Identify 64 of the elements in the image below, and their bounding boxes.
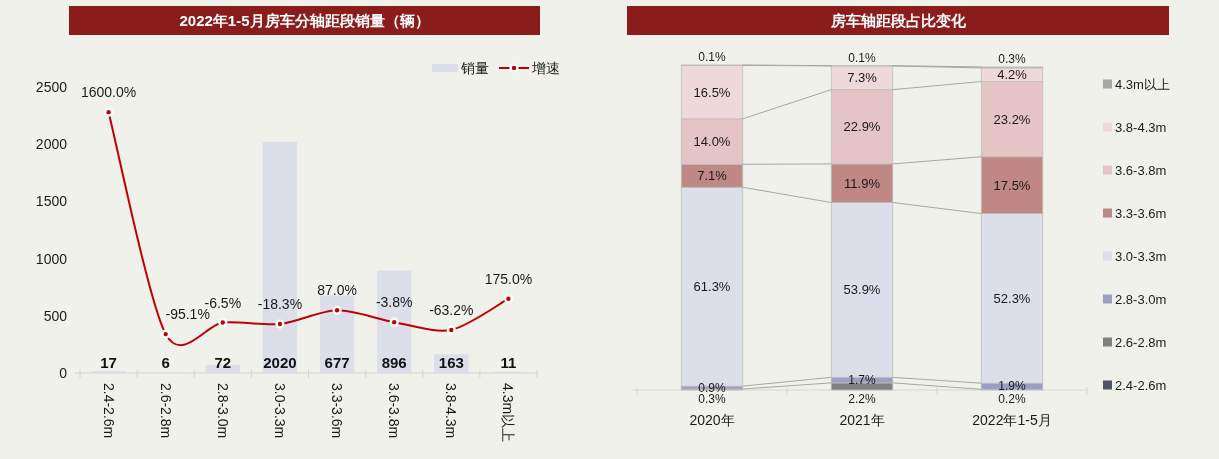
data-label: 11 <box>500 353 517 371</box>
data-label: 896 <box>381 353 407 371</box>
data-label: 0.9% <box>698 380 726 395</box>
legend-label: 3.6-3.8m <box>1115 162 1167 178</box>
legend-label: 4.3m以上 <box>1115 76 1170 92</box>
data-label: 0.3% <box>998 51 1026 66</box>
y-tick-label: 1500 <box>35 193 68 210</box>
data-label: 2020 <box>263 353 297 371</box>
y-tick-label: 2500 <box>35 79 68 95</box>
data-label: 4.2% <box>997 67 1028 83</box>
data-label: -95.1% <box>165 306 210 323</box>
y-tick-label: 500 <box>43 307 68 324</box>
data-label: -18.3% <box>257 296 303 313</box>
x-tick-label: 2.8-3.0m <box>214 383 231 439</box>
data-label: 23.2% <box>993 111 1031 127</box>
x-tick-label: 3.3-3.6m <box>329 383 346 439</box>
data-label: 16.5% <box>693 84 731 100</box>
legend-label: 销量 <box>460 60 489 76</box>
data-label: 677 <box>324 353 350 371</box>
data-label: 7.3% <box>847 70 878 86</box>
x-tick-label: 3.6-3.8m <box>386 383 403 439</box>
data-label: 0.1% <box>848 50 876 65</box>
legend-label: 3.0-3.3m <box>1115 248 1167 264</box>
legend-label: 2.8-3.0m <box>1115 291 1167 307</box>
legend-label: 3.3-3.6m <box>1115 205 1167 221</box>
data-label: 1600.0% <box>80 84 137 101</box>
data-label: 53.9% <box>843 282 881 298</box>
data-label: 17 <box>100 353 117 371</box>
x-tick-label: 2020年 <box>689 412 735 428</box>
data-label: 14.0% <box>693 134 731 150</box>
data-label: 17.5% <box>993 177 1031 193</box>
data-label: 6 <box>161 353 170 371</box>
data-label: 72 <box>214 353 232 371</box>
data-label: 22.9% <box>843 119 881 135</box>
data-label: 2.2% <box>848 392 876 406</box>
data-label: 7.1% <box>697 168 728 184</box>
data-label: -63.2% <box>429 301 474 318</box>
legend-label: 2.6-2.8m <box>1115 334 1167 350</box>
chart-title: 2022年1-5月房车分轴距段销量（辆） <box>179 12 430 29</box>
x-tick-label: 2.4-2.6m <box>100 383 117 439</box>
data-label: 0.1% <box>698 50 726 64</box>
data-label: 1.9% <box>998 379 1026 394</box>
data-label: 175.0% <box>484 270 533 287</box>
y-tick-label: 1000 <box>35 250 68 267</box>
data-label: 11.9% <box>844 175 881 191</box>
data-label: 87.0% <box>317 282 357 299</box>
data-label: 61.3% <box>693 279 731 295</box>
legend-label: 增速 <box>531 60 560 76</box>
x-tick-label: 3.0-3.3m <box>271 383 288 439</box>
data-label: 0.3% <box>698 392 726 406</box>
y-tick-label: 0 <box>59 365 68 381</box>
chart-title: 房车轴距段占比变化 <box>829 12 967 29</box>
data-label: 0.2% <box>998 392 1026 406</box>
x-tick-label: 2021年 <box>839 412 885 428</box>
data-label: -3.8% <box>375 294 413 311</box>
y-tick-label: 2000 <box>35 136 68 153</box>
legend-label: 3.8-4.3m <box>1115 119 1167 135</box>
x-tick-label: 3.8-4.3m <box>443 383 460 439</box>
data-label: 52.3% <box>993 290 1031 306</box>
x-tick-label: 2022年1-5月 <box>972 412 1052 428</box>
data-label: 163 <box>438 353 464 371</box>
data-label: 1.7% <box>848 373 876 388</box>
x-tick-label: 4.3m以上 <box>500 383 517 443</box>
x-tick-label: 2.6-2.8m <box>157 383 174 439</box>
